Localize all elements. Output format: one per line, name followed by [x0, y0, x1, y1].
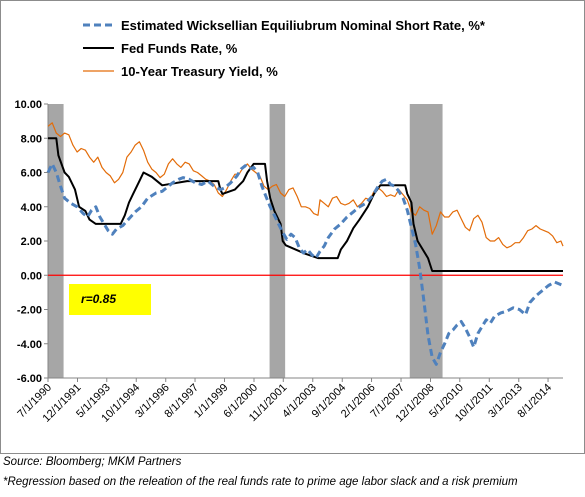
- x-tick-labels: 7/1/199012/1/19915/1/199310/1/19943/1/19…: [15, 378, 554, 425]
- legend-label-2: 10-Year Treasury Yield, %: [121, 64, 278, 79]
- y-tick-label-6: -2.00: [17, 305, 42, 317]
- footnote: *Regression based on the releation of th…: [3, 476, 518, 488]
- y-tick-labels: 10.00 8.00 6.00 4.00 2.00 0.00 -2.00 -4.00 -6.00: [14, 99, 42, 385]
- correlation-annotation: r=0.85: [81, 292, 117, 306]
- y-tick-label-2: 6.00: [21, 168, 42, 180]
- chart-frame: Estimated Wicksellian Equiliubrum Nomina…: [0, 0, 585, 454]
- y-tick-label-1: 8.00: [21, 133, 42, 145]
- recession-bands: [48, 104, 443, 378]
- y-tick-label-7: -4.00: [17, 339, 42, 351]
- recession-band-0: [48, 104, 64, 378]
- recession-band-1: [269, 104, 286, 378]
- series-line-2: [47, 122, 564, 249]
- y-tick-label-5: 0.00: [21, 270, 42, 282]
- correlation-annotation-box: r=0.85: [69, 284, 151, 315]
- series-lines: [46, 122, 564, 366]
- y-tick-label-3: 4.00: [21, 202, 42, 214]
- legend-label-1: Fed Funds Rate, %: [121, 41, 238, 56]
- y-tick-label-8: -6.00: [17, 373, 42, 385]
- y-tick-label-0: 10.00: [14, 99, 42, 111]
- legend-label-0: Estimated Wicksellian Equiliubrum Nomina…: [121, 18, 486, 33]
- series-line-0: [46, 162, 564, 366]
- legend: Estimated Wicksellian Equiliubrum Nomina…: [83, 18, 486, 79]
- chart-svg: Estimated Wicksellian Equiliubrum Nomina…: [14, 18, 564, 425]
- y-tick-label-4: 2.00: [21, 236, 42, 248]
- source-note: Source: Bloomberg; MKM Partners: [3, 456, 182, 468]
- axes: [44, 103, 563, 379]
